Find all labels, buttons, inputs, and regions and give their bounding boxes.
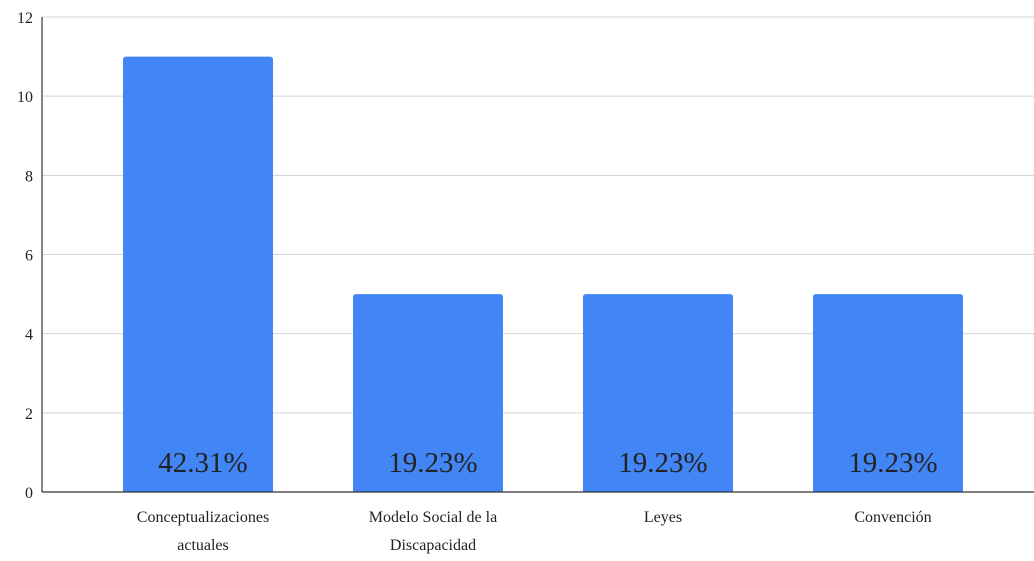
- bars: [123, 56, 963, 492]
- data-label-2: 19.23%: [618, 447, 707, 479]
- bar-2: [583, 294, 733, 492]
- y-tick-label: 8: [25, 168, 33, 185]
- category-label-2-0: Leyes: [644, 509, 682, 526]
- y-tick-label: 6: [25, 248, 33, 265]
- category-label-3-0: Convención: [854, 509, 931, 526]
- y-tick-label: 4: [25, 327, 33, 344]
- y-tick-label: 10: [17, 89, 33, 106]
- data-label-0: 42.31%: [158, 447, 247, 479]
- axes: [41, 17, 1034, 493]
- bar-3: [813, 294, 963, 492]
- bar-0: [123, 56, 273, 492]
- bar-1: [353, 294, 503, 492]
- labels: 0 2 4 6 8 10 12 42.31% Conceptualizaciones actual…: [17, 10, 938, 554]
- data-label-3: 19.23%: [848, 447, 937, 479]
- category-label-0-1: actuales: [177, 537, 229, 554]
- y-tick-label: 0: [25, 485, 33, 502]
- category-label-1-1: Discapacidad: [390, 537, 476, 554]
- category-label-1-0: Modelo Social de la: [369, 509, 497, 526]
- y-tick-label: 12: [17, 10, 33, 27]
- data-label-1: 19.23%: [388, 447, 477, 479]
- category-label-0-0: Conceptualizaciones: [137, 509, 269, 526]
- y-tick-label: 2: [25, 406, 33, 423]
